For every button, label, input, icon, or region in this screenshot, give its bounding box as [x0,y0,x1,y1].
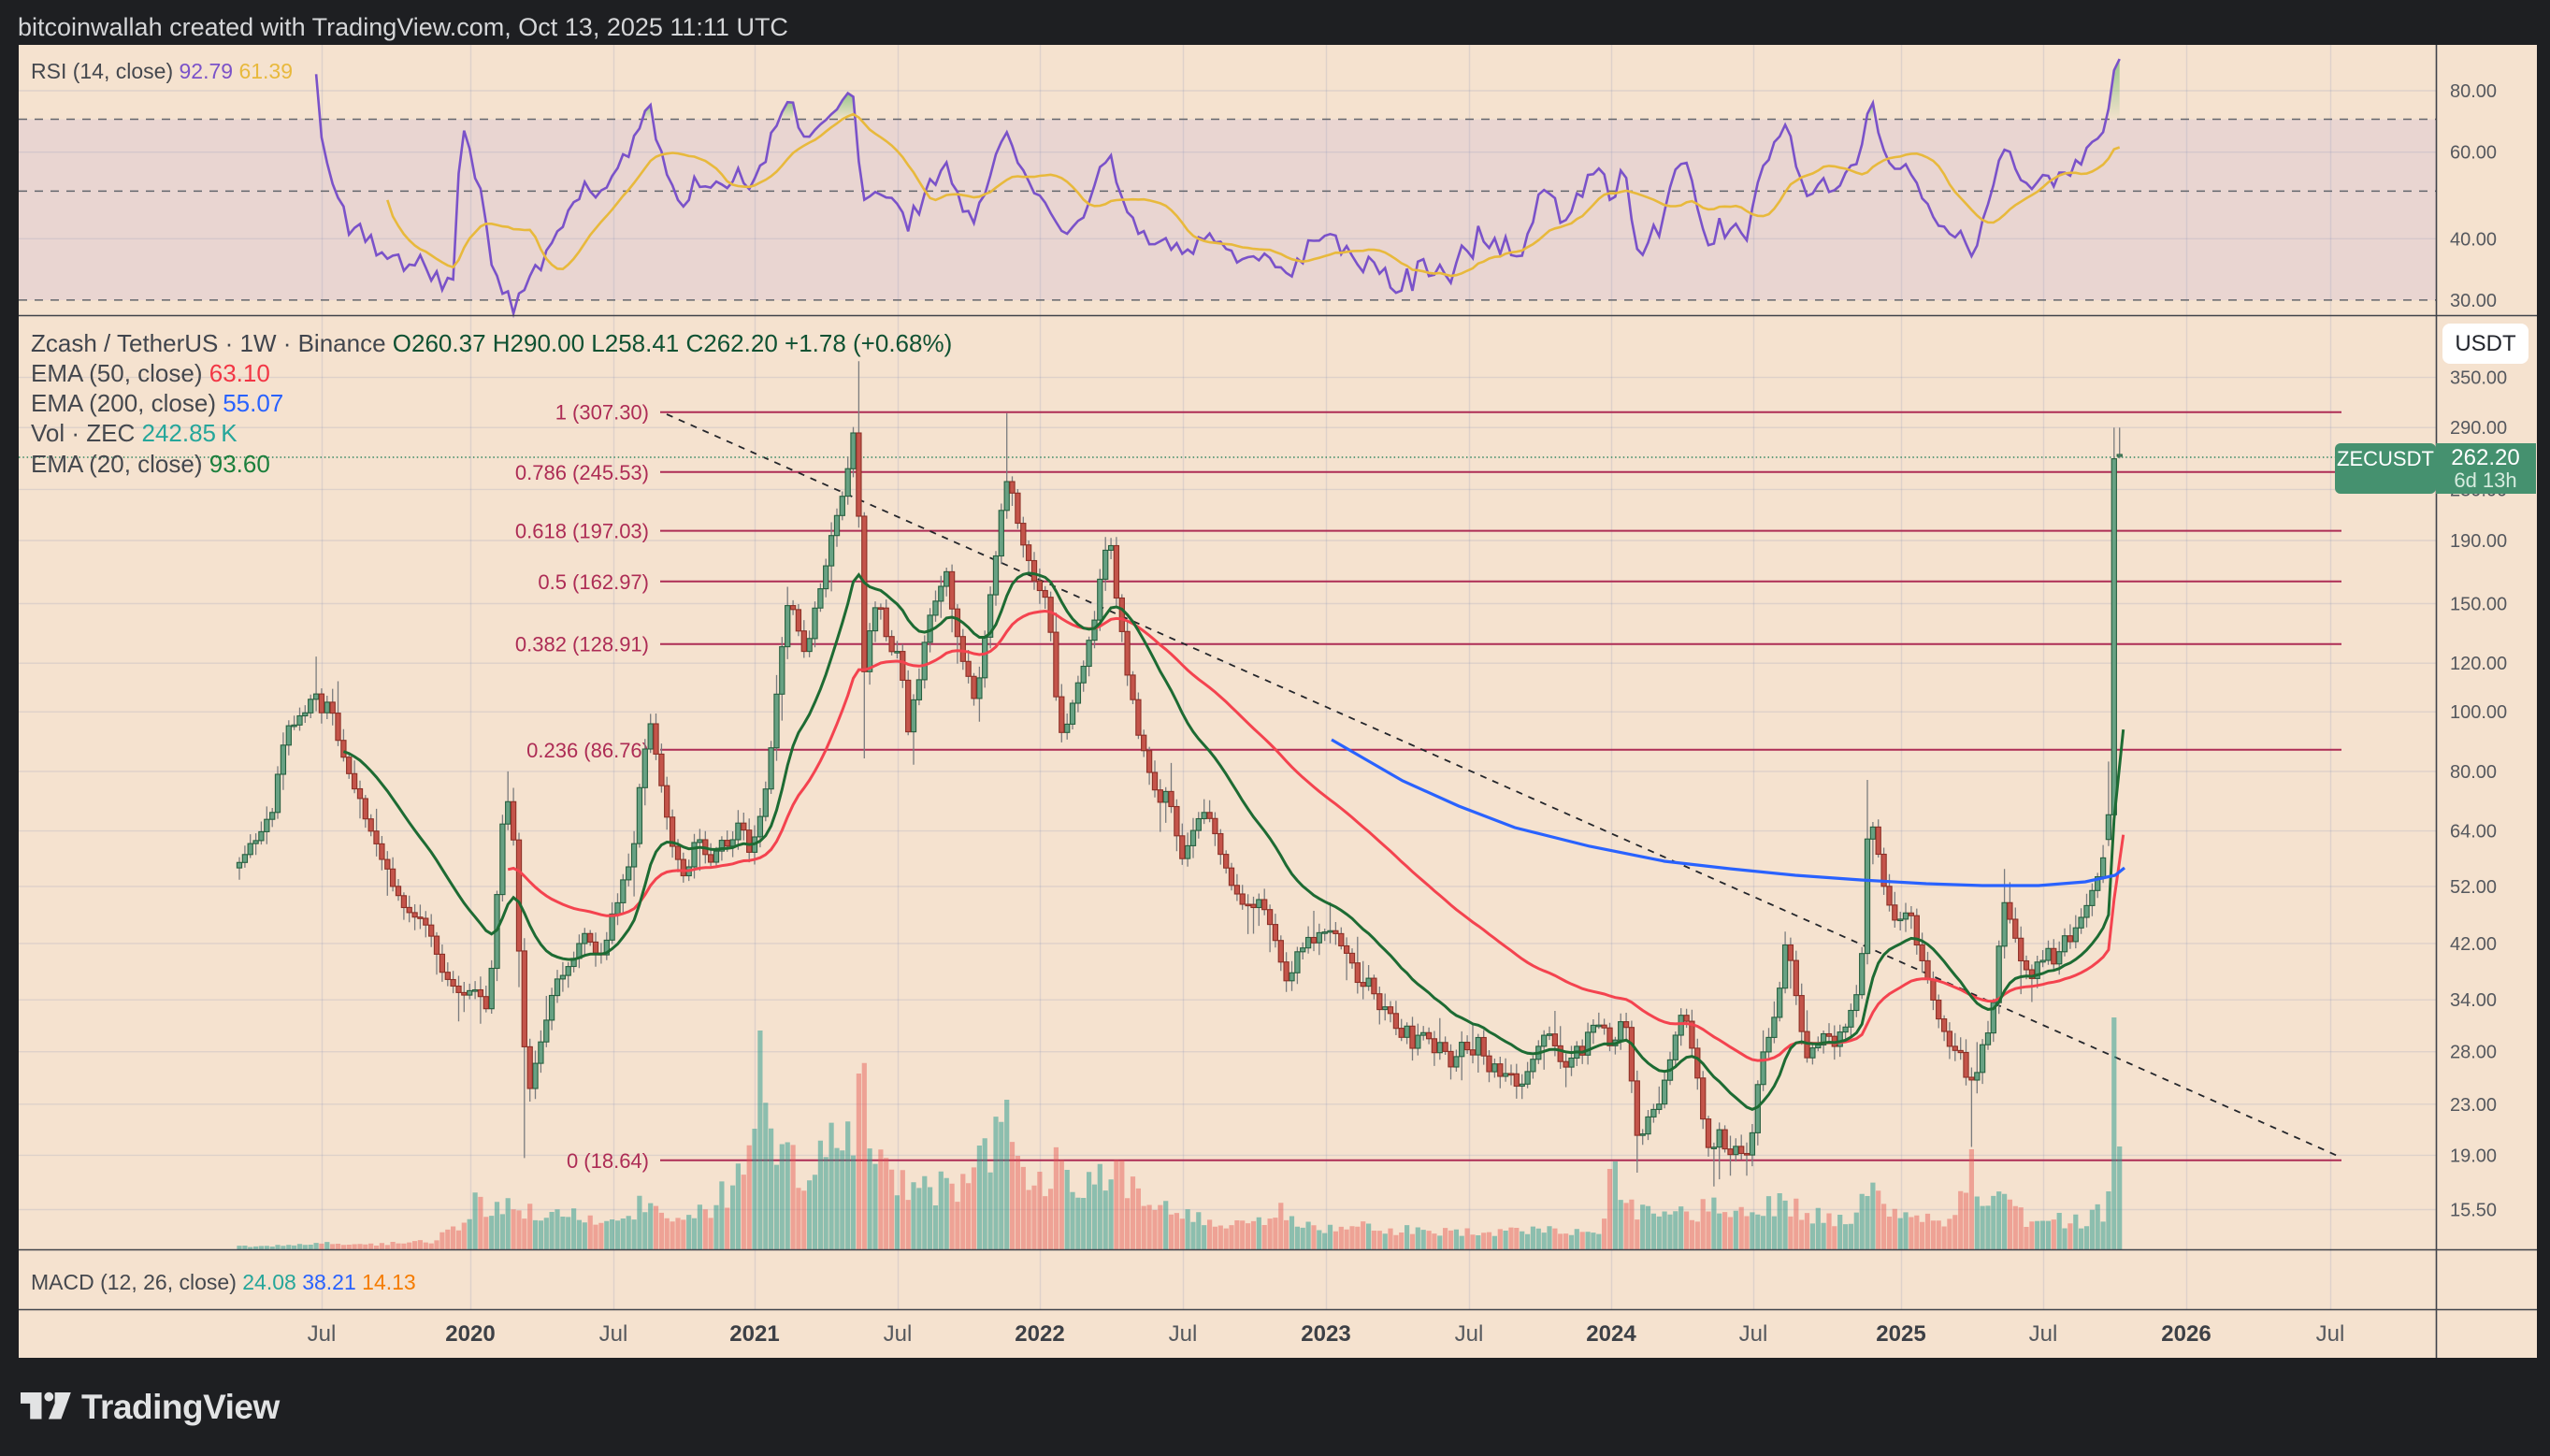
svg-text:34.00: 34.00 [2450,990,2497,1011]
svg-text:23.00: 23.00 [2450,1095,2497,1116]
svg-text:Jul: Jul [599,1321,628,1347]
svg-text:RSI (14, close) 92.79 61.39: RSI (14, close) 92.79 61.39 [31,59,293,83]
svg-text:80.00: 80.00 [2450,81,2497,102]
svg-text:bitcoinwallah created with Tra: bitcoinwallah created with TradingView.c… [18,13,788,41]
svg-text:0.786 (245.53): 0.786 (245.53) [515,461,649,484]
svg-text:15.50: 15.50 [2450,1201,2497,1221]
svg-text:80.00: 80.00 [2450,762,2497,783]
svg-text:64.00: 64.00 [2450,822,2497,843]
svg-text:2020: 2020 [445,1321,495,1347]
svg-text:262.20: 262.20 [2451,445,2519,470]
svg-text:Jul: Jul [2316,1321,2345,1347]
svg-text:52.00: 52.00 [2450,877,2497,898]
svg-text:0.5 (162.97): 0.5 (162.97) [538,570,649,594]
svg-text:2025: 2025 [1876,1321,1925,1347]
svg-text:TradingView: TradingView [81,1388,280,1426]
svg-text:2026: 2026 [2161,1321,2211,1347]
svg-text:60.00: 60.00 [2450,143,2497,164]
svg-text:6d 13h: 6d 13h [2454,469,2516,492]
svg-text:Vol · ZEC 242.85 K: Vol · ZEC 242.85 K [31,419,238,447]
svg-text:100.00: 100.00 [2450,702,2507,723]
svg-text:Jul: Jul [1169,1321,1198,1347]
svg-text:EMA (200, close) 55.07: EMA (200, close) 55.07 [31,389,283,417]
svg-text:EMA (50, close) 63.10: EMA (50, close) 63.10 [31,359,270,387]
svg-text:Jul: Jul [1739,1321,1768,1347]
svg-text:40.00: 40.00 [2450,229,2497,250]
svg-text:USDT: USDT [2455,331,2516,356]
svg-text:2022: 2022 [1015,1321,1064,1347]
svg-text:0.618 (197.03): 0.618 (197.03) [515,520,649,543]
svg-text:Jul: Jul [308,1321,337,1347]
svg-text:EMA (20, close) 93.60: EMA (20, close) 93.60 [31,450,270,478]
svg-text:350.00: 350.00 [2450,368,2507,389]
svg-text:120.00: 120.00 [2450,654,2507,674]
svg-text:190.00: 190.00 [2450,531,2507,552]
svg-text:Zcash / TetherUS · 1W · Binanc: Zcash / TetherUS · 1W · Binance O260.37 … [31,329,952,357]
svg-text:0.236 (86.76): 0.236 (86.76) [526,739,649,762]
svg-text:Jul: Jul [1455,1321,1484,1347]
svg-text:0 (18.64): 0 (18.64) [567,1149,649,1173]
svg-text:2023: 2023 [1301,1321,1350,1347]
svg-text:290.00: 290.00 [2450,418,2507,439]
svg-text:2021: 2021 [729,1321,779,1347]
svg-text:MACD (12, 26, close) 24.08 3: MACD (12, 26, close) 24.08 38.21 14.13 [31,1270,416,1294]
svg-text:Jul: Jul [2029,1321,2058,1347]
svg-text:Jul: Jul [884,1321,913,1347]
svg-text:150.00: 150.00 [2450,595,2507,615]
svg-text:28.00: 28.00 [2450,1043,2497,1063]
svg-text:42.00: 42.00 [2450,934,2497,955]
svg-text:19.00: 19.00 [2450,1146,2497,1166]
svg-text:ZECUSDT: ZECUSDT [2337,447,2434,470]
svg-text:1 (307.30): 1 (307.30) [555,401,649,425]
svg-text:30.00: 30.00 [2450,291,2497,311]
svg-text:2024: 2024 [1586,1321,1636,1347]
svg-text:0.382 (128.91): 0.382 (128.91) [515,633,649,656]
